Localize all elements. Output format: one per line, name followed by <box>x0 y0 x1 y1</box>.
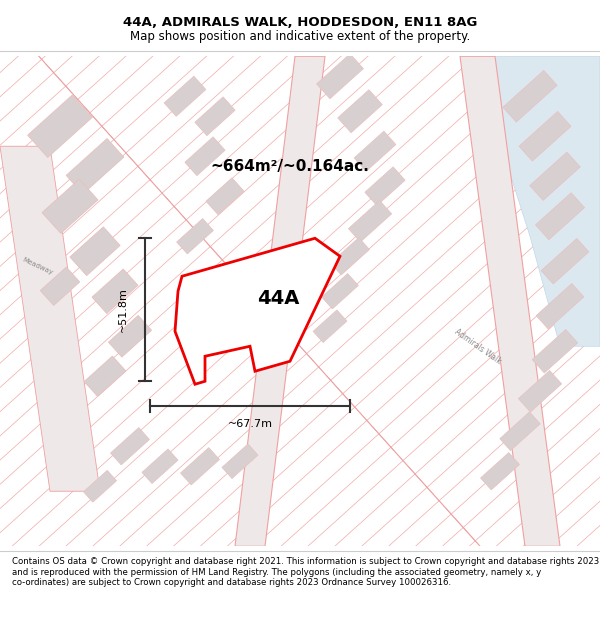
Polygon shape <box>40 267 80 306</box>
Polygon shape <box>530 152 580 201</box>
Text: Contains OS data © Crown copyright and database right 2021. This information is : Contains OS data © Crown copyright and d… <box>12 557 599 587</box>
Polygon shape <box>500 412 540 451</box>
Polygon shape <box>181 448 220 485</box>
Polygon shape <box>536 284 584 329</box>
Polygon shape <box>175 238 340 384</box>
Polygon shape <box>235 56 325 546</box>
Polygon shape <box>142 449 178 484</box>
Polygon shape <box>83 471 116 502</box>
Polygon shape <box>66 139 124 194</box>
Polygon shape <box>460 56 560 546</box>
Text: 44A: 44A <box>257 289 299 308</box>
Polygon shape <box>176 219 214 254</box>
Polygon shape <box>84 356 126 396</box>
Polygon shape <box>365 167 405 206</box>
Polygon shape <box>331 238 370 275</box>
Polygon shape <box>109 316 152 357</box>
Polygon shape <box>481 452 520 490</box>
Polygon shape <box>338 90 382 132</box>
Text: ~67.7m: ~67.7m <box>227 419 272 429</box>
Polygon shape <box>222 444 258 479</box>
Polygon shape <box>518 371 562 412</box>
Polygon shape <box>541 239 589 284</box>
Text: Meadway: Meadway <box>22 256 54 276</box>
Polygon shape <box>0 146 100 491</box>
Text: ~664m²/~0.164ac.: ~664m²/~0.164ac. <box>210 159 369 174</box>
Polygon shape <box>519 111 571 161</box>
Polygon shape <box>28 95 92 158</box>
Text: Admirals Walk: Admirals Walk <box>253 282 303 321</box>
Polygon shape <box>185 137 225 176</box>
Polygon shape <box>532 329 578 373</box>
Polygon shape <box>317 54 364 99</box>
Polygon shape <box>42 179 98 233</box>
Polygon shape <box>206 178 244 214</box>
Text: ~51.8m: ~51.8m <box>118 288 128 332</box>
Polygon shape <box>322 274 358 309</box>
Polygon shape <box>535 192 584 240</box>
Polygon shape <box>110 428 149 465</box>
Polygon shape <box>313 310 347 342</box>
Polygon shape <box>490 56 600 346</box>
Text: Admirals Walk: Admirals Walk <box>453 327 503 366</box>
Polygon shape <box>195 97 235 136</box>
Text: Map shows position and indicative extent of the property.: Map shows position and indicative extent… <box>130 30 470 43</box>
Text: 44A, ADMIRALS WALK, HODDESDON, EN11 8AG: 44A, ADMIRALS WALK, HODDESDON, EN11 8AG <box>123 16 477 29</box>
Polygon shape <box>92 269 138 314</box>
Polygon shape <box>349 201 392 242</box>
Polygon shape <box>354 131 396 171</box>
Polygon shape <box>503 71 557 122</box>
Polygon shape <box>70 227 120 276</box>
Polygon shape <box>164 76 206 116</box>
